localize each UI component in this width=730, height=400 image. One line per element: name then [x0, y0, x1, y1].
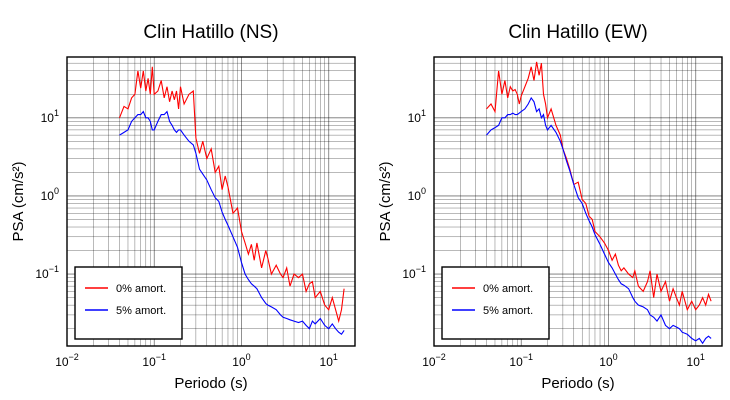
y-tick-label: 101	[408, 108, 426, 125]
series-line-red	[486, 61, 712, 312]
chart-panel-2: 10−2 10−1 100 101 10−1 100 101 Clin Hatillo (EW…	[377, 22, 723, 392]
chart-title: Clin Hatillo (NS)	[143, 22, 278, 43]
x-tick-label: 10−2	[422, 352, 446, 369]
x-tick-label: 10−1	[509, 352, 533, 369]
chart-title: Clin Hatillo (EW)	[508, 22, 647, 43]
chart-panel-1: 10−2 10−1 100 101 10−1 100 101 Clin Hatillo (NS…	[10, 22, 356, 392]
x-tick-label: 101	[320, 352, 338, 369]
y-tick-label: 101	[41, 108, 59, 125]
x-tick-label: 10−1	[142, 352, 166, 369]
legend-box	[74, 266, 183, 340]
x-tick-label: 100	[599, 352, 617, 369]
series-line-blue	[486, 96, 712, 345]
plot-frame	[66, 56, 356, 347]
y-tick-label: 10−1	[35, 264, 59, 281]
x-tick-label: 100	[232, 352, 250, 369]
x-axis-label: Periodo (s)	[541, 375, 614, 392]
series-line-red	[118, 66, 345, 324]
y-axis-label: PSA (cm/s²)	[377, 161, 394, 241]
legend-label: 0% amort.	[116, 283, 166, 295]
y-tick-label: 10−1	[402, 264, 426, 281]
legend-label: 5% amort.	[116, 305, 166, 317]
y-axis-label: PSA (cm/s²)	[10, 161, 27, 241]
x-tick-label: 10−2	[55, 352, 79, 369]
series-line-blue	[119, 110, 345, 335]
legend: 0% amort. 5% amort.	[441, 266, 550, 340]
x-axis-label: Periodo (s)	[174, 375, 247, 392]
legend-label: 0% amort.	[483, 283, 533, 295]
legend-label: 5% amort.	[483, 305, 533, 317]
x-tick-label: 101	[687, 352, 705, 369]
legend: 0% amort. 5% amort.	[74, 266, 183, 340]
plot-frame	[433, 56, 723, 347]
y-tick-label: 100	[41, 186, 59, 203]
legend-box	[441, 266, 550, 340]
y-tick-label: 100	[408, 186, 426, 203]
